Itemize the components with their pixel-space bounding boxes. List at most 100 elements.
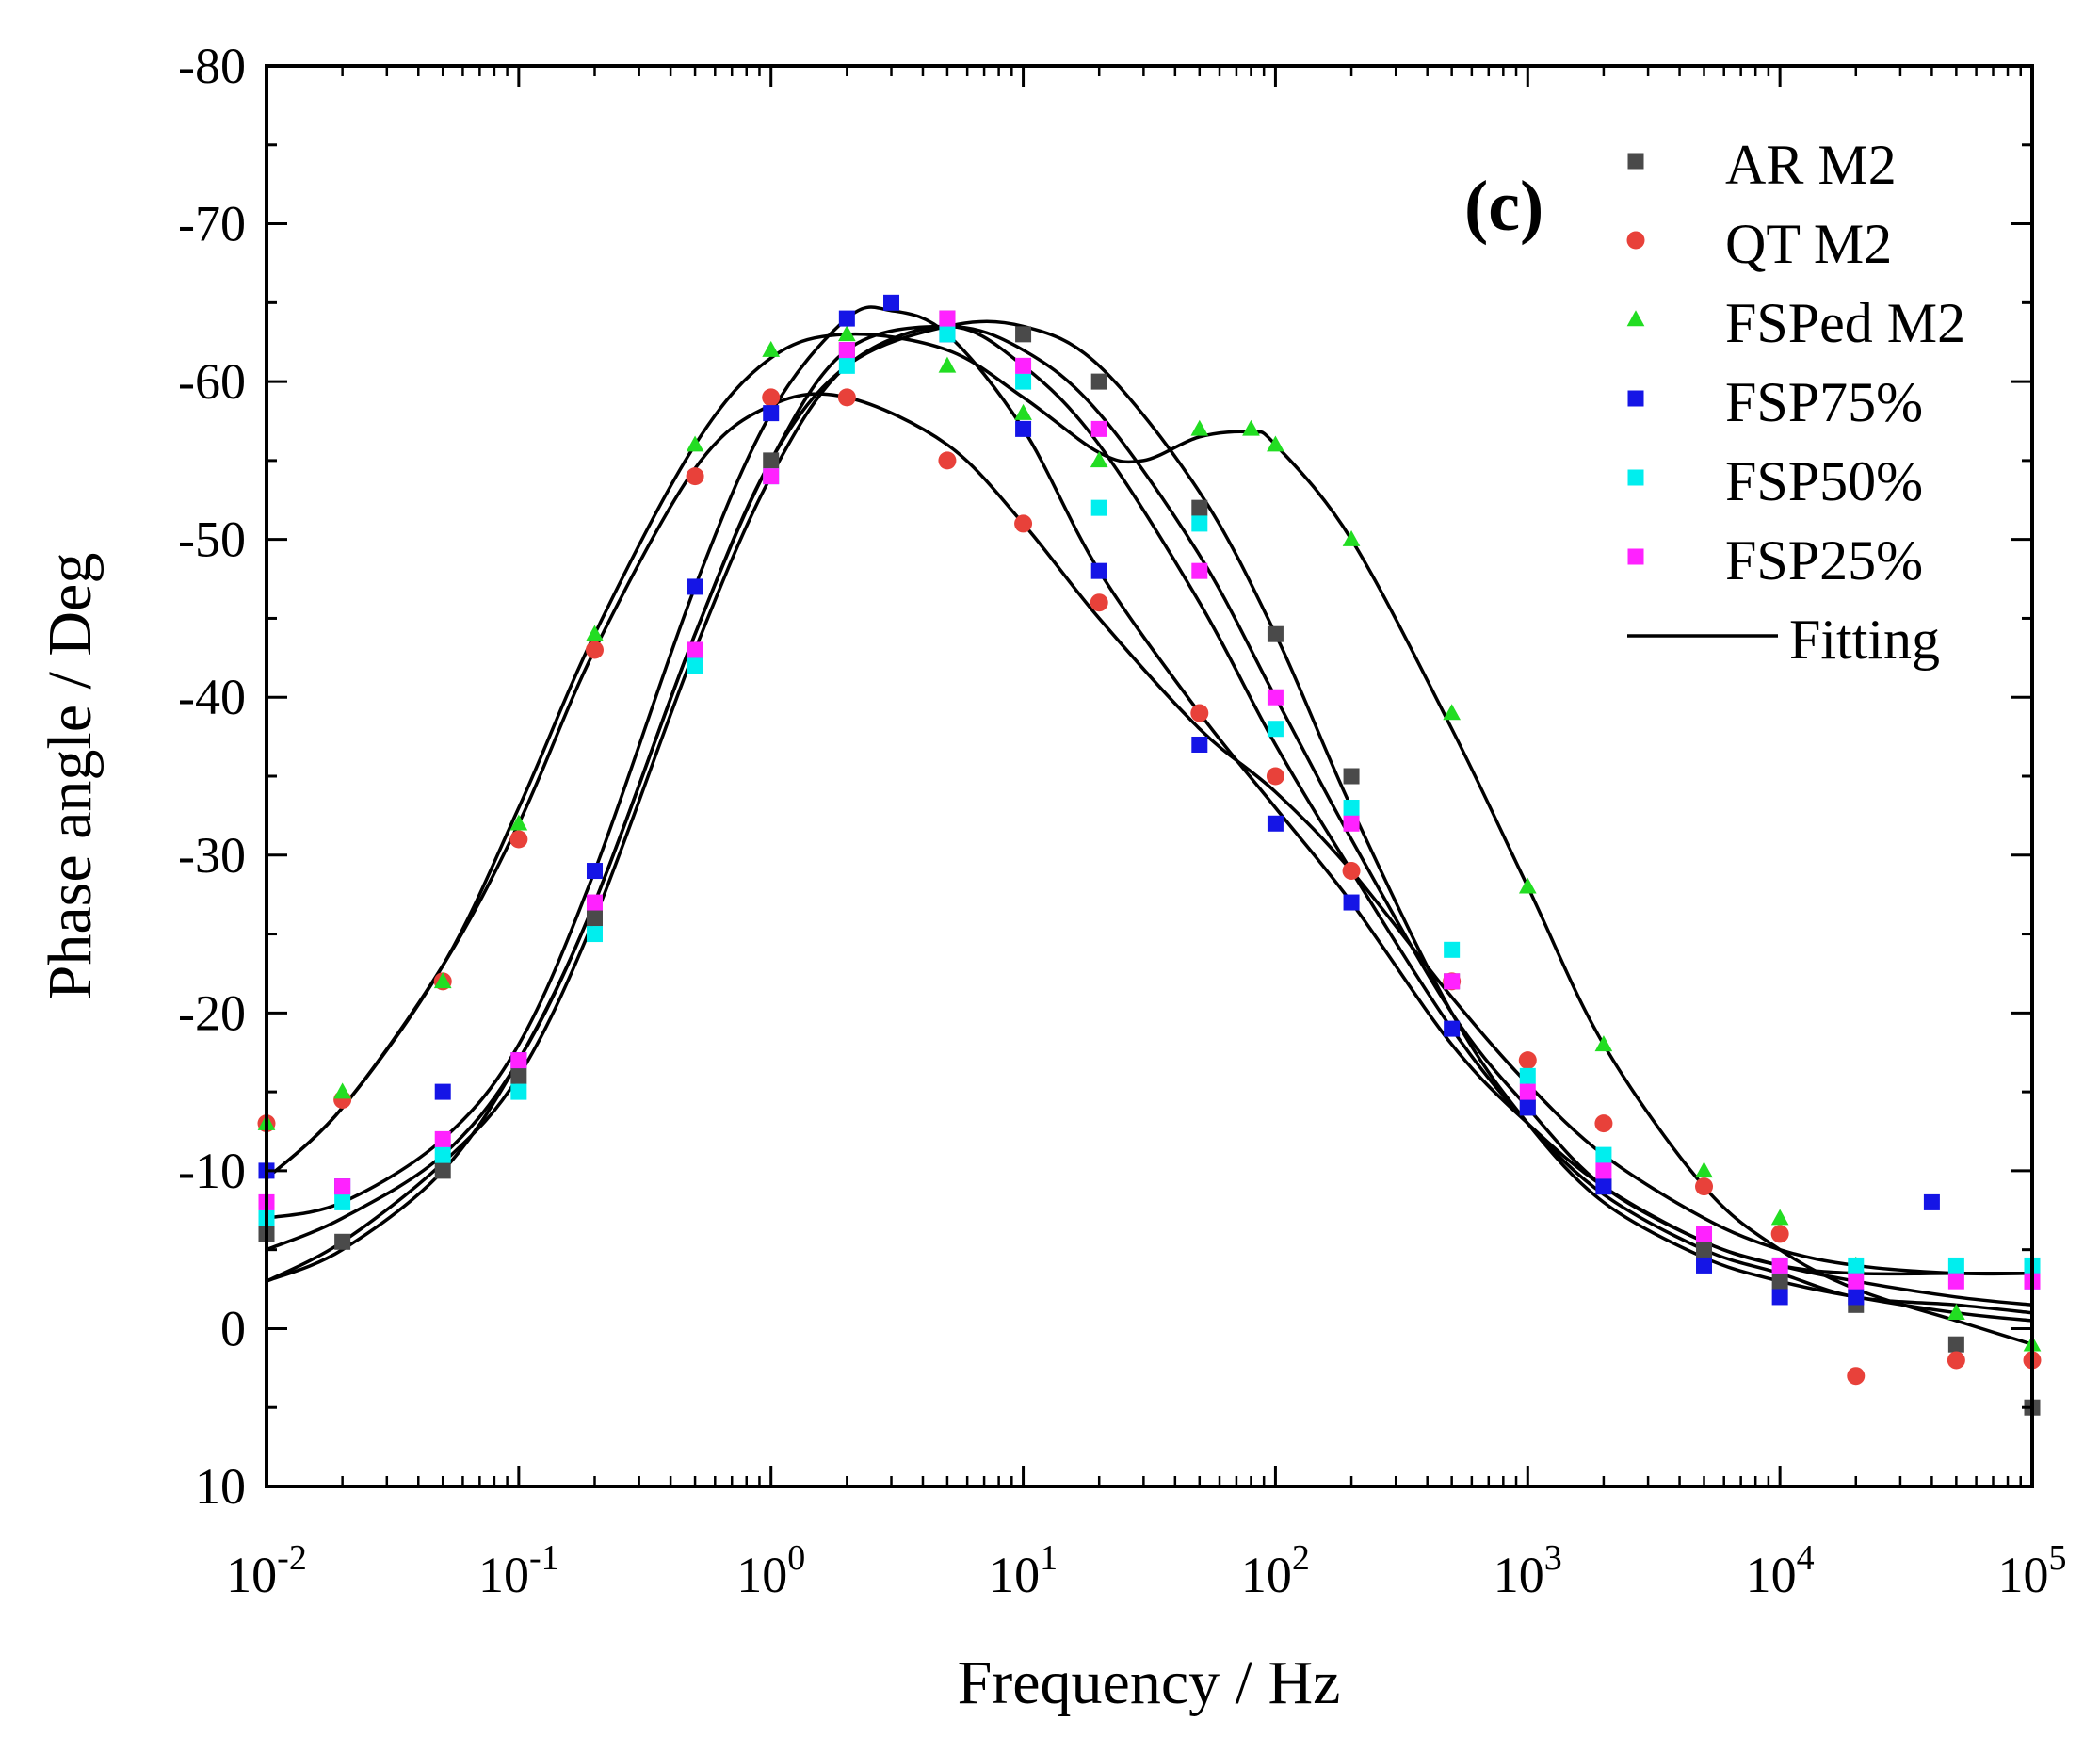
legend-marker: [1626, 231, 1645, 250]
point-fsp25-: [1015, 357, 1032, 374]
point-fsp50-: [1267, 721, 1284, 738]
point-fsped-m2: [1947, 1303, 1965, 1320]
point-qt-m2: [1594, 1114, 1613, 1133]
point-fsp75-: [1090, 562, 1107, 579]
point-qt-m2: [1266, 767, 1284, 786]
y-tick-labels: -80 -70 -60 -50 -40 -30 -20 -10 0 10: [178, 38, 246, 1515]
point-ar-m2: [1696, 1242, 1713, 1258]
legend-marker: [1627, 390, 1644, 407]
y-tick-label: -20: [178, 984, 246, 1041]
y-tick-label: -10: [178, 1143, 246, 1199]
point-fsp75-: [1191, 736, 1208, 753]
point-qt-m2: [1190, 704, 1209, 722]
legend-marker: [1627, 548, 1644, 565]
point-qt-m2: [585, 641, 604, 659]
x-tick-labels: 10-2 10-1 100 101 102 103 104 105: [226, 1538, 2066, 1603]
point-qt-m2: [938, 451, 957, 470]
point-ar-m2: [334, 1233, 351, 1250]
point-fsp25-: [939, 310, 956, 327]
point-fsp75-: [1848, 1289, 1865, 1306]
x-tick-label: 102: [1241, 1538, 1310, 1603]
point-ar-m2: [1090, 373, 1107, 390]
point-fsp50-: [334, 1193, 351, 1210]
y-tick-label: 0: [220, 1300, 246, 1356]
point-fsp50-: [1191, 515, 1208, 532]
y-tick-label: 10: [195, 1458, 246, 1515]
point-fsp50-: [434, 1146, 451, 1163]
plot-frame: [265, 64, 2034, 1488]
point-fsped-m2: [938, 356, 957, 373]
x-tick-label: 10-1: [478, 1538, 559, 1603]
point-ar-m2: [434, 1162, 451, 1179]
legend-label: FSP50%: [1725, 450, 1923, 512]
y-axis-title: Phase angle / Deg: [36, 553, 105, 1000]
point-ar-m2: [510, 1067, 527, 1084]
legend: AR M2 QT M2 FSPed M2 FSP75% FSP50% FSP25% Fitt…: [1626, 134, 1965, 671]
point-fsp75-: [1343, 894, 1360, 911]
point-fsp25-: [586, 894, 603, 911]
point-fsp25-: [510, 1052, 527, 1069]
y-tick-label: -70: [178, 196, 246, 252]
point-ar-m2: [1015, 326, 1032, 343]
point-fsp50-: [1343, 800, 1360, 817]
y-tick-label: -60: [178, 353, 246, 410]
point-fsp50-: [1947, 1257, 1964, 1274]
x-tick-label: 10-2: [226, 1538, 307, 1603]
point-fsp25-: [1696, 1226, 1713, 1242]
point-fsped-m2: [1242, 419, 1260, 436]
point-ar-m2: [763, 452, 780, 469]
point-qt-m2: [837, 388, 856, 407]
point-qt-m2: [1695, 1177, 1714, 1196]
point-qt-m2: [1518, 1051, 1537, 1070]
point-fsp75-: [434, 1083, 451, 1100]
point-fsp50-: [939, 326, 956, 343]
plot-area: [267, 66, 2032, 1486]
point-qt-m2: [1947, 1351, 1965, 1370]
point-fsped-m2: [1695, 1161, 1713, 1178]
point-ar-m2: [1191, 499, 1208, 516]
point-fsped-m2: [509, 814, 528, 831]
point-fsped-m2: [1518, 877, 1537, 894]
point-fsp75-: [1519, 1099, 1536, 1116]
point-fsped-m2: [1190, 419, 1209, 436]
point-fsp25-: [1090, 420, 1107, 437]
point-fsp75-: [838, 310, 855, 327]
point-fsp25-: [1267, 689, 1284, 706]
point-fsped-m2: [762, 340, 781, 357]
point-qt-m2: [686, 467, 704, 486]
point-fsp75-: [1444, 1020, 1461, 1037]
point-ar-m2: [1771, 1273, 1788, 1290]
point-fsp50-: [1444, 941, 1461, 958]
x-tick-label: 100: [736, 1538, 805, 1603]
point-fsped-m2: [433, 972, 452, 989]
y-tick-label: -80: [178, 38, 246, 94]
legend-label: QT M2: [1725, 213, 1892, 275]
point-fsp25-: [838, 342, 855, 359]
data-markers: [257, 294, 2042, 1416]
legend-label: FSP25%: [1725, 529, 1923, 592]
point-fsp75-: [1595, 1178, 1612, 1195]
point-qt-m2: [762, 388, 781, 407]
point-fsp25-: [1947, 1273, 1964, 1290]
point-fsp75-: [763, 405, 780, 422]
point-qt-m2: [1847, 1367, 1866, 1386]
point-fsp75-: [1923, 1193, 1940, 1210]
legend-marker: [1626, 310, 1645, 327]
point-fsp25-: [1191, 562, 1208, 579]
legend-fit-label: Fitting: [1789, 609, 1940, 671]
point-fsp50-: [838, 357, 855, 374]
x-tick-label: 101: [989, 1538, 1058, 1603]
point-fsp75-: [1771, 1289, 1788, 1306]
point-ar-m2: [586, 910, 603, 927]
point-fsped-m2: [1090, 451, 1108, 468]
point-qt-m2: [1014, 514, 1033, 533]
point-fsped-m2: [686, 435, 704, 452]
point-fsp25-: [434, 1130, 451, 1147]
point-qt-m2: [1342, 862, 1361, 881]
point-fsped-m2: [1267, 435, 1284, 452]
point-fsped-m2: [1342, 529, 1361, 546]
point-qt-m2: [509, 830, 528, 849]
point-fsp25-: [763, 468, 780, 485]
point-fsp75-: [1015, 420, 1032, 437]
point-fsp75-: [1267, 815, 1284, 832]
